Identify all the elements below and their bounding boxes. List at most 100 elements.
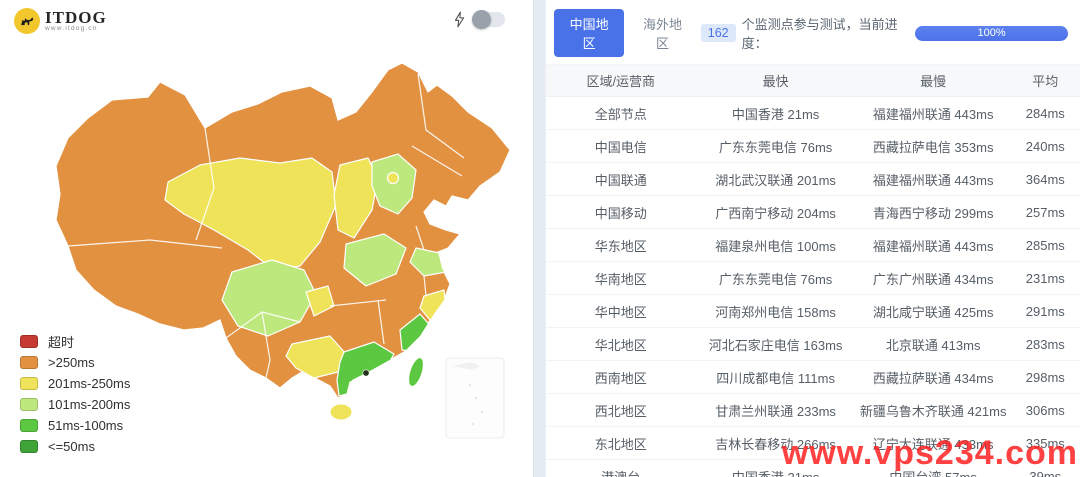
legend-item: >250ms: [20, 352, 130, 373]
cell-average: 291ms: [1010, 294, 1080, 328]
theme-toggle[interactable]: [472, 10, 505, 29]
cell-average: 364ms: [1010, 162, 1080, 196]
latency-table: 区域/运营商 最快 最慢 平均 全部节点 中国香港 21ms 福建福州联通 44…: [546, 64, 1080, 477]
legend-swatch: [20, 398, 38, 411]
cell-slowest: 中国台湾 57ms: [855, 459, 1011, 477]
cell-region: 港澳台: [546, 459, 696, 477]
cell-average: 335ms: [1010, 426, 1080, 460]
cell-region: 西北地区: [546, 393, 696, 427]
itdog-logo[interactable]: ITDOG www.itdog.cn: [14, 8, 107, 34]
panel-divider: [533, 0, 546, 477]
legend-item: 51ms-100ms: [20, 415, 130, 436]
cell-fastest: 湖北武汉联通 201ms: [695, 162, 856, 196]
legend-item: 201ms-250ms: [20, 373, 130, 394]
dog-icon: [14, 8, 40, 34]
tab-overseas-region[interactable]: 海外地区: [632, 9, 692, 57]
results-panel: 中国地区 海外地区 162 个监测点参与测试，当前进度： 100% 区域/运营商…: [546, 0, 1080, 477]
cell-fastest: 广西南宁移动 204ms: [695, 195, 856, 229]
cell-fastest: 广东东莞电信 76ms: [695, 261, 856, 295]
cell-fastest: 吉林长春移动 266ms: [695, 426, 856, 460]
cell-slowest: 湖北咸宁联通 425ms: [855, 294, 1011, 328]
cell-region: 中国联通: [546, 162, 696, 196]
cell-fastest: 河北石家庄电信 163ms: [695, 327, 856, 361]
table-row: 西南地区 四川成都电信 111ms 西藏拉萨联通 434ms 298ms: [546, 360, 1080, 394]
table-row: 东北地区 吉林长春移动 266ms 辽宁大连联通 433ms 335ms: [546, 426, 1080, 460]
cell-fastest: 河南郑州电信 158ms: [695, 294, 856, 328]
progress-bar: 100%: [915, 25, 1068, 41]
table-body: 全部节点 中国香港 21ms 福建福州联通 443ms 284ms 中国电信 广…: [546, 96, 1080, 477]
cell-fastest: 中国香港 21ms: [695, 96, 856, 130]
cell-slowest: 福建福州联通 443ms: [855, 96, 1011, 130]
cell-fastest: 广东东莞电信 76ms: [695, 129, 856, 163]
cell-slowest: 西藏拉萨联通 434ms: [855, 360, 1011, 394]
region-hainan: [329, 403, 353, 421]
china-latency-map[interactable]: [0, 0, 533, 477]
col-header-slowest: 最慢: [855, 64, 1011, 97]
legend-item: 101ms-200ms: [20, 394, 130, 415]
legend-label: 超时: [48, 335, 75, 350]
region-shanxi: [333, 157, 379, 239]
cell-region: 全部节点: [546, 96, 696, 130]
cell-slowest: 北京联通 413ms: [855, 327, 1011, 361]
cell-fastest: 中国香港 21ms: [695, 459, 856, 477]
cell-fastest: 甘肃兰州联通 233ms: [695, 393, 856, 427]
cell-average: 285ms: [1010, 228, 1080, 262]
cell-average: 298ms: [1010, 360, 1080, 394]
cell-region: 华东地区: [546, 228, 696, 262]
table-header-row: 区域/运营商 最快 最慢 平均: [546, 64, 1080, 97]
table-row: 港澳台 中国香港 21ms 中国台湾 57ms 39ms: [546, 459, 1080, 477]
lightning-icon[interactable]: [453, 11, 466, 28]
cell-slowest: 新疆乌鲁木齐联通 421ms: [855, 393, 1011, 427]
cell-slowest: 福建福州联通 443ms: [855, 162, 1011, 196]
region-henan: [343, 233, 407, 287]
cell-slowest: 广东广州联通 434ms: [855, 261, 1011, 295]
legend-label: 51ms-100ms: [48, 418, 124, 433]
monitor-status: 162 个监测点参与测试，当前进度： 100%: [700, 14, 1068, 52]
cell-fastest: 四川成都电信 111ms: [695, 360, 856, 394]
table-row: 中国移动 广西南宁移动 204ms 青海西宁移动 299ms 257ms: [546, 195, 1080, 229]
legend-swatch: [20, 377, 38, 390]
cell-region: 西南地区: [546, 360, 696, 394]
table-row: 华南地区 广东东莞电信 76ms 广东广州联通 434ms 231ms: [546, 261, 1080, 295]
table-row: 西北地区 甘肃兰州联通 233ms 新疆乌鲁木齐联通 421ms 306ms: [546, 393, 1080, 427]
map-legend: 超时 >250ms 201ms-250ms 101ms-200ms: [20, 331, 130, 457]
table-row: 中国电信 广东东莞电信 76ms 西藏拉萨电信 353ms 240ms: [546, 129, 1080, 163]
legend-swatch: [20, 419, 38, 432]
cell-average: 257ms: [1010, 195, 1080, 229]
cell-average: 283ms: [1010, 327, 1080, 361]
legend-label: 101ms-200ms: [48, 397, 131, 412]
cell-average: 284ms: [1010, 96, 1080, 130]
cell-region: 东北地区: [546, 426, 696, 460]
table-row: 中国联通 湖北武汉联通 201ms 福建福州联通 443ms 364ms: [546, 162, 1080, 196]
table-row: 华北地区 河北石家庄电信 163ms 北京联通 413ms 283ms: [546, 327, 1080, 361]
cell-slowest: 福建福州联通 443ms: [855, 228, 1011, 262]
cell-slowest: 辽宁大连联通 433ms: [855, 426, 1011, 460]
toggle-knob: [472, 10, 491, 29]
cell-average: 240ms: [1010, 129, 1080, 163]
south-china-sea-inset: [445, 357, 505, 439]
logo-title: ITDOG: [45, 8, 107, 27]
cell-region: 华北地区: [546, 327, 696, 361]
cell-slowest: 西藏拉萨电信 353ms: [855, 129, 1011, 163]
progress-value: 100%: [977, 27, 1006, 39]
cell-region: 华中地区: [546, 294, 696, 328]
legend-label: >250ms: [48, 355, 95, 370]
col-header-fastest: 最快: [695, 64, 856, 97]
legend-label: <=50ms: [48, 439, 95, 454]
table-row: 华东地区 福建泉州电信 100ms 福建福州联通 443ms 285ms: [546, 228, 1080, 262]
cell-region: 中国电信: [546, 129, 696, 163]
legend-swatch: [20, 356, 38, 369]
target-location-marker: [362, 369, 370, 377]
table-row: 华中地区 河南郑州电信 158ms 湖北咸宁联通 425ms 291ms: [546, 294, 1080, 328]
cell-region: 华南地区: [546, 261, 696, 295]
col-header-average: 平均: [1010, 64, 1080, 97]
region-guangxi: [285, 335, 347, 379]
cell-slowest: 青海西宁移动 299ms: [855, 195, 1011, 229]
results-header: 中国地区 海外地区 162 个监测点参与测试，当前进度： 100%: [546, 0, 1080, 64]
monitor-count-badge: 162: [700, 24, 736, 42]
legend-item: 超时: [20, 331, 130, 352]
cell-average: 231ms: [1010, 261, 1080, 295]
legend-label: 201ms-250ms: [48, 376, 131, 391]
tab-china-region[interactable]: 中国地区: [554, 9, 625, 57]
